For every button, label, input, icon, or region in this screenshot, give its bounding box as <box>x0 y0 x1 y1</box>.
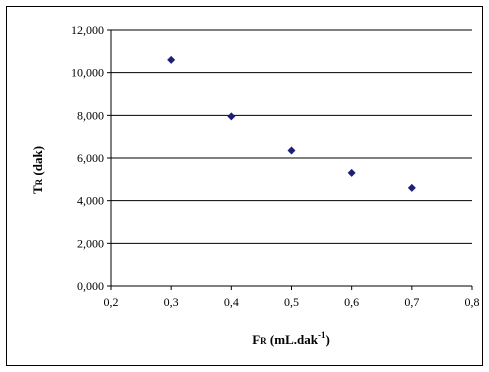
y-tick-labels: 0,000 2,000 4,000 6,000 8,000 10,000 12,000 <box>71 23 104 293</box>
y-tick-label: 4,000 <box>77 194 104 208</box>
x-tick-label: 0,3 <box>164 295 179 309</box>
y-tick-label: 2,000 <box>77 236 104 250</box>
y-axis-label: TR (dak) <box>30 146 45 194</box>
x-tick-label: 0,5 <box>284 295 299 309</box>
x-tick-labels: 0,2 0,3 0,4 0,5 0,6 0,7 0,8 <box>104 295 480 309</box>
data-point <box>167 55 176 64</box>
x-tick-label: 0,7 <box>404 295 419 309</box>
x-tick-label: 0,4 <box>224 295 239 309</box>
x-tick-label: 0,8 <box>465 295 480 309</box>
y-tick-label: 6,000 <box>77 151 104 165</box>
data-point <box>347 168 356 177</box>
axes <box>107 29 473 290</box>
y-tick-label: 10,000 <box>71 66 104 80</box>
x-axis-label: FR (mL.dak-1) <box>252 330 330 347</box>
y-tick-label: 12,000 <box>71 23 104 37</box>
chart-frame <box>6 6 483 366</box>
y-tick-label: 8,000 <box>77 108 104 122</box>
data-point <box>287 146 296 155</box>
y-tick-label: 0,000 <box>77 279 104 293</box>
gridlines <box>111 29 472 244</box>
data-points <box>167 55 416 192</box>
x-tick-label: 0,6 <box>344 295 359 309</box>
data-point <box>227 112 236 121</box>
data-point <box>407 183 416 192</box>
x-tick-label: 0,2 <box>104 295 119 309</box>
